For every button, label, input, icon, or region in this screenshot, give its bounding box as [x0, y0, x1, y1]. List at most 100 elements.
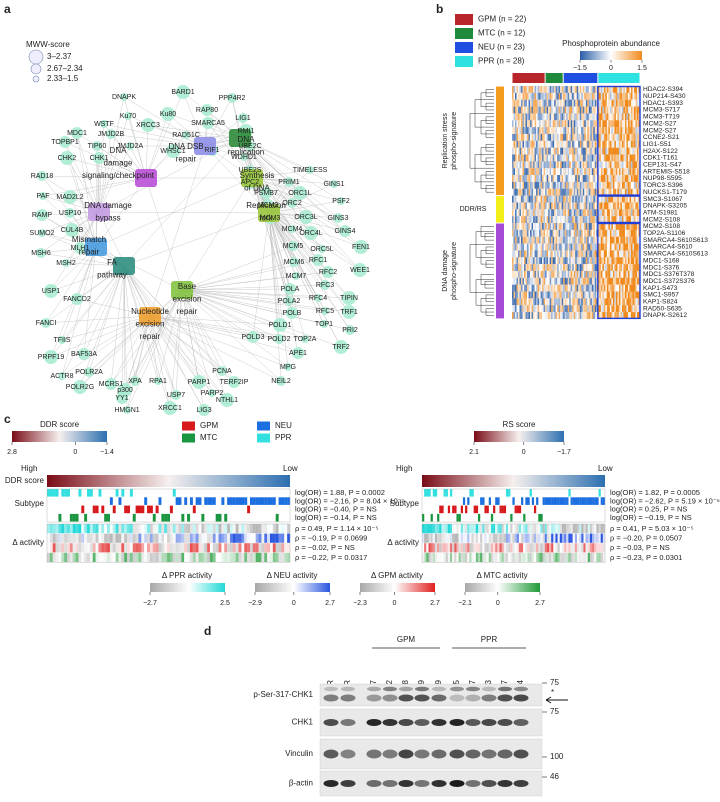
heatmap-cell	[537, 250, 540, 258]
activity-tick	[278, 533, 282, 543]
heatmap-cell	[602, 264, 605, 272]
activity-tick	[87, 552, 90, 562]
heatmap-cell	[629, 86, 632, 93]
heatmap-cell	[528, 175, 531, 182]
subtype-tick	[189, 497, 193, 505]
activity-tick	[69, 524, 73, 534]
gene-label: TIP60	[88, 143, 107, 150]
activity-tick	[441, 524, 444, 534]
heatmap-cell	[539, 181, 541, 189]
heatmap-cell	[534, 277, 537, 285]
heatmap-cell	[629, 250, 632, 258]
activity-tick	[187, 552, 191, 562]
row-label: Δ activity	[12, 538, 44, 547]
heatmap-cell	[626, 277, 629, 285]
heatmap-cell	[554, 277, 556, 285]
heatmap-cell	[549, 127, 552, 135]
heatmap-cell	[521, 250, 523, 258]
frame	[46, 523, 291, 563]
heatmap-cell	[620, 270, 623, 278]
activity-tick	[602, 552, 606, 562]
pathway-label: Synthesis	[240, 171, 275, 180]
heatmap-cell	[527, 257, 529, 265]
activity-tick	[585, 524, 588, 534]
subtype-tick	[434, 489, 438, 497]
edge	[66, 157, 97, 248]
subtype-tick	[144, 497, 148, 505]
activity-tick	[542, 524, 545, 534]
heatmap-cell	[575, 154, 577, 162]
heatmap-cell	[558, 284, 561, 292]
gene-label: USP1	[42, 288, 60, 295]
activity-tick	[204, 524, 208, 534]
heatmap-cell	[569, 284, 571, 292]
heatmap-cell	[561, 291, 564, 299]
heatmap-cell	[579, 147, 582, 155]
activity-tick	[138, 524, 142, 534]
activity-tick	[227, 533, 231, 543]
heatmap-cell	[600, 250, 603, 258]
heatmap-cell	[636, 284, 639, 292]
heatmap-cell	[630, 270, 633, 278]
subtype-tick	[229, 497, 233, 505]
heatmap-cell	[536, 106, 538, 114]
heatmap-cell	[537, 291, 540, 299]
activity-tick	[482, 533, 485, 543]
heatmap-cell	[621, 195, 624, 203]
activity-tick	[272, 543, 276, 553]
heatmap-cell	[524, 147, 526, 155]
heatmap-cell	[530, 140, 532, 148]
heatmap-cell	[594, 209, 597, 217]
heatmap-cell	[575, 140, 577, 148]
heatmap-cell	[567, 127, 570, 135]
heatmap-cell	[534, 113, 537, 121]
heatmap-cell	[576, 257, 579, 265]
heatmap-cell	[593, 284, 595, 292]
heatmap-cell	[618, 243, 621, 251]
activity-tick	[551, 533, 554, 543]
activity-tick	[47, 533, 50, 543]
heatmap-cell	[624, 216, 627, 224]
heatmap-cell	[533, 209, 535, 217]
subtype-tick	[149, 505, 153, 514]
heatmap-cell	[540, 284, 543, 292]
heatmap-cell	[614, 127, 617, 135]
heatmap-cell	[585, 277, 588, 285]
activity-tick	[258, 524, 262, 534]
heatmap-cell	[563, 305, 565, 313]
subtype-tick	[115, 489, 119, 497]
edge	[123, 265, 200, 383]
heatmap-cell	[531, 113, 534, 121]
heatmap-cell	[554, 92, 556, 100]
gene-label: XRCC1	[158, 405, 182, 412]
row-group-label: phospho-signature	[451, 112, 458, 170]
heatmap-cell	[554, 113, 556, 121]
heatmap-cell	[512, 188, 514, 196]
heatmap-cell	[513, 312, 516, 319]
edge	[181, 289, 306, 340]
heatmap-cell	[563, 106, 565, 114]
heatmap-cell	[611, 236, 614, 244]
heatmap-cell	[516, 229, 519, 237]
heatmap-cell	[560, 312, 562, 319]
heatmap-cell	[588, 209, 591, 217]
heatmap-cell	[591, 236, 594, 244]
gene-label: POLD1	[269, 322, 292, 329]
highlight-box	[597, 222, 641, 320]
heatmap-cell	[611, 284, 614, 292]
activity-tick	[434, 533, 438, 543]
heatmap-cell	[539, 270, 541, 278]
heatmap-cell	[609, 154, 612, 162]
heatmap-cell	[591, 120, 594, 128]
heatmap-cell	[576, 298, 579, 306]
heatmap-cell	[524, 236, 526, 244]
activity-tick	[434, 543, 438, 553]
subtype-tick	[135, 505, 139, 514]
heatmap-cell	[629, 243, 632, 251]
heatmap-cell	[590, 99, 592, 107]
heatmap-cell	[570, 120, 573, 128]
heatmap-cell	[612, 277, 615, 285]
activity-tick	[84, 533, 88, 543]
heatmap-cell	[603, 277, 606, 285]
heatmap-cell	[600, 161, 603, 169]
